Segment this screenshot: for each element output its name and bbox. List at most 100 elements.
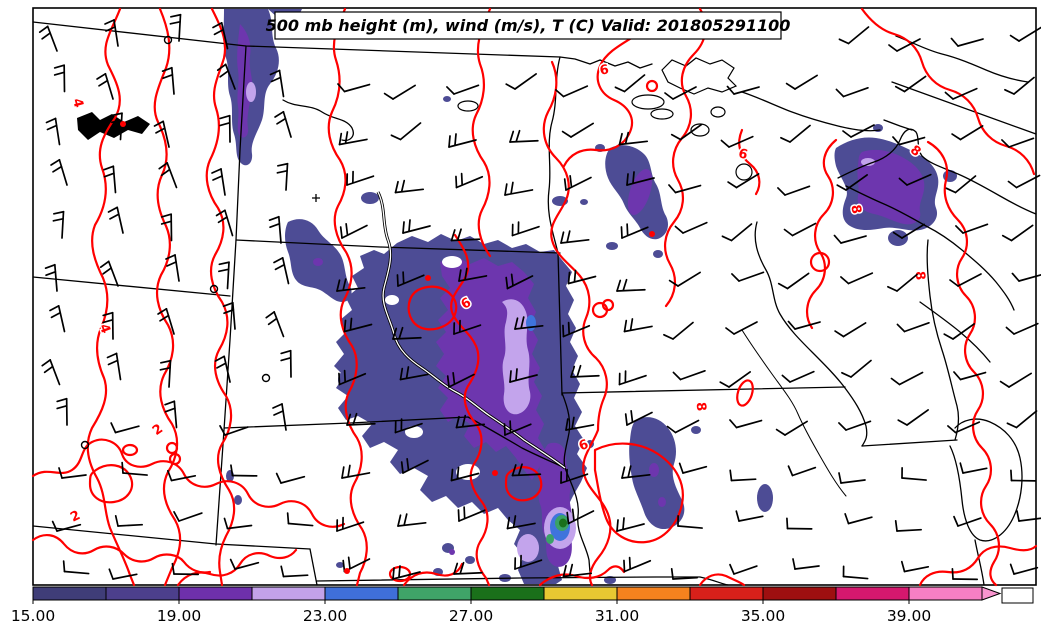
wind-barb-stroke xyxy=(343,83,371,93)
wind-barb xyxy=(107,206,124,234)
wind-barb xyxy=(565,416,595,431)
wind-barb-stroke xyxy=(336,279,341,292)
wind-barb xyxy=(1016,510,1041,522)
wind-barb-stroke xyxy=(624,131,630,145)
temperature-contour-loop xyxy=(165,441,179,455)
wind-barb-stroke xyxy=(105,26,116,32)
wind-barb xyxy=(672,369,706,381)
wind-barb-stroke xyxy=(273,410,284,416)
wind-barb xyxy=(670,123,703,141)
wind-barb-stroke xyxy=(735,173,760,189)
lake-michigan-shore xyxy=(974,539,985,586)
wind-barb-stroke xyxy=(402,225,431,234)
wind-barb-stroke xyxy=(41,32,51,40)
wind-barb-stroke xyxy=(450,472,480,482)
wind-barb-stroke xyxy=(403,513,408,526)
wind-barb-stroke xyxy=(896,273,918,292)
wind-barb-stroke xyxy=(504,183,508,196)
wind-barb-stroke xyxy=(351,170,354,184)
wind-barb xyxy=(337,83,371,93)
wind-barb-stroke xyxy=(1006,422,1018,429)
wind-barb xyxy=(621,465,651,479)
wind-barb-stroke xyxy=(223,308,235,315)
wind-barb-stroke xyxy=(520,316,525,329)
wind-barb-stroke xyxy=(62,560,66,573)
wind-barb-stroke xyxy=(616,279,622,292)
wind-barb-stroke xyxy=(672,371,682,381)
wind-barb-stroke xyxy=(794,565,820,570)
wind-barb-stroke xyxy=(511,225,540,237)
temperature-contour-path xyxy=(205,7,236,587)
wind-barb-stroke xyxy=(519,554,522,568)
wind-barb-stroke xyxy=(1007,180,1018,189)
wind-barb xyxy=(781,370,815,383)
wind-barb-stroke xyxy=(265,311,276,319)
wind-barb-stroke xyxy=(110,422,117,434)
wind-barb-stroke xyxy=(453,322,456,335)
wind-barb-stroke xyxy=(623,319,628,333)
wind-barb-stroke xyxy=(230,464,234,477)
wind-barb xyxy=(450,228,481,242)
calm-circle-marker xyxy=(261,373,271,383)
wind-barb-stroke xyxy=(957,38,984,47)
wind-barb xyxy=(211,168,226,196)
wind-barb-stroke xyxy=(953,515,959,527)
temperature-contour-loop xyxy=(736,379,754,407)
wind-barb-stroke xyxy=(560,471,563,484)
wind-barb xyxy=(343,317,373,333)
title-box: 500 mb height (m), wind (m/s), T (C) Val… xyxy=(266,11,790,40)
wind-barb-stroke xyxy=(226,261,230,290)
wind-barb xyxy=(121,461,148,476)
wind-barb xyxy=(511,463,542,477)
wind-barb xyxy=(844,513,873,525)
colorbar-segment xyxy=(397,586,472,601)
wind-barb-stroke xyxy=(504,423,532,436)
wind-barb-stroke xyxy=(450,468,454,482)
wind-barb xyxy=(666,419,700,434)
wind-barb-stroke xyxy=(733,321,758,335)
wind-barb-stroke xyxy=(341,516,344,530)
state-border-path xyxy=(309,548,318,586)
wind-barb-stroke xyxy=(346,173,349,186)
shaded-region xyxy=(234,495,242,505)
wind-barb-stroke xyxy=(735,419,763,429)
wind-barb-stroke xyxy=(845,174,868,191)
red-dot-marker xyxy=(344,568,350,574)
point-markers-layer xyxy=(80,35,655,574)
wind-barb-stroke xyxy=(517,221,520,234)
wind-barb xyxy=(777,272,810,290)
wind-barb-stroke xyxy=(341,472,371,479)
wind-barb xyxy=(45,117,61,146)
wind-barb xyxy=(276,162,289,191)
wind-barb xyxy=(1006,410,1038,429)
wind-barb xyxy=(383,84,416,100)
wind-barb-stroke xyxy=(1005,326,1015,335)
wind-barb-stroke xyxy=(229,558,236,570)
wind-barb xyxy=(158,162,178,189)
colorbar-tick-label: 23.00 xyxy=(303,607,347,625)
wind-barb-stroke xyxy=(567,510,595,525)
wind-barb-stroke xyxy=(618,372,621,386)
wind-barb xyxy=(775,420,808,436)
wind-barb xyxy=(951,567,979,581)
wind-barb xyxy=(504,181,534,196)
shaded-region xyxy=(443,96,451,102)
wind-barb-stroke xyxy=(670,568,674,580)
shaded-gap xyxy=(442,256,462,268)
wind-barb-stroke xyxy=(780,136,791,143)
wind-barb-stroke xyxy=(103,165,115,171)
wind-barb xyxy=(399,366,429,381)
wind-barb-stroke xyxy=(1011,272,1020,282)
wind-barb-stroke xyxy=(61,474,87,479)
wind-barb-stroke xyxy=(114,514,119,527)
wind-barb-stroke xyxy=(957,517,982,527)
wind-barb-stroke xyxy=(1015,174,1041,189)
wind-barb-stroke xyxy=(336,519,339,532)
wind-barb xyxy=(339,222,368,239)
colorbar-segment xyxy=(178,586,253,601)
wind-barb xyxy=(614,74,646,93)
wind-barb-stroke xyxy=(341,224,368,239)
temperature-contour-path xyxy=(806,138,838,330)
wind-barb-stroke xyxy=(949,279,959,287)
wind-barb-stroke xyxy=(738,271,765,282)
